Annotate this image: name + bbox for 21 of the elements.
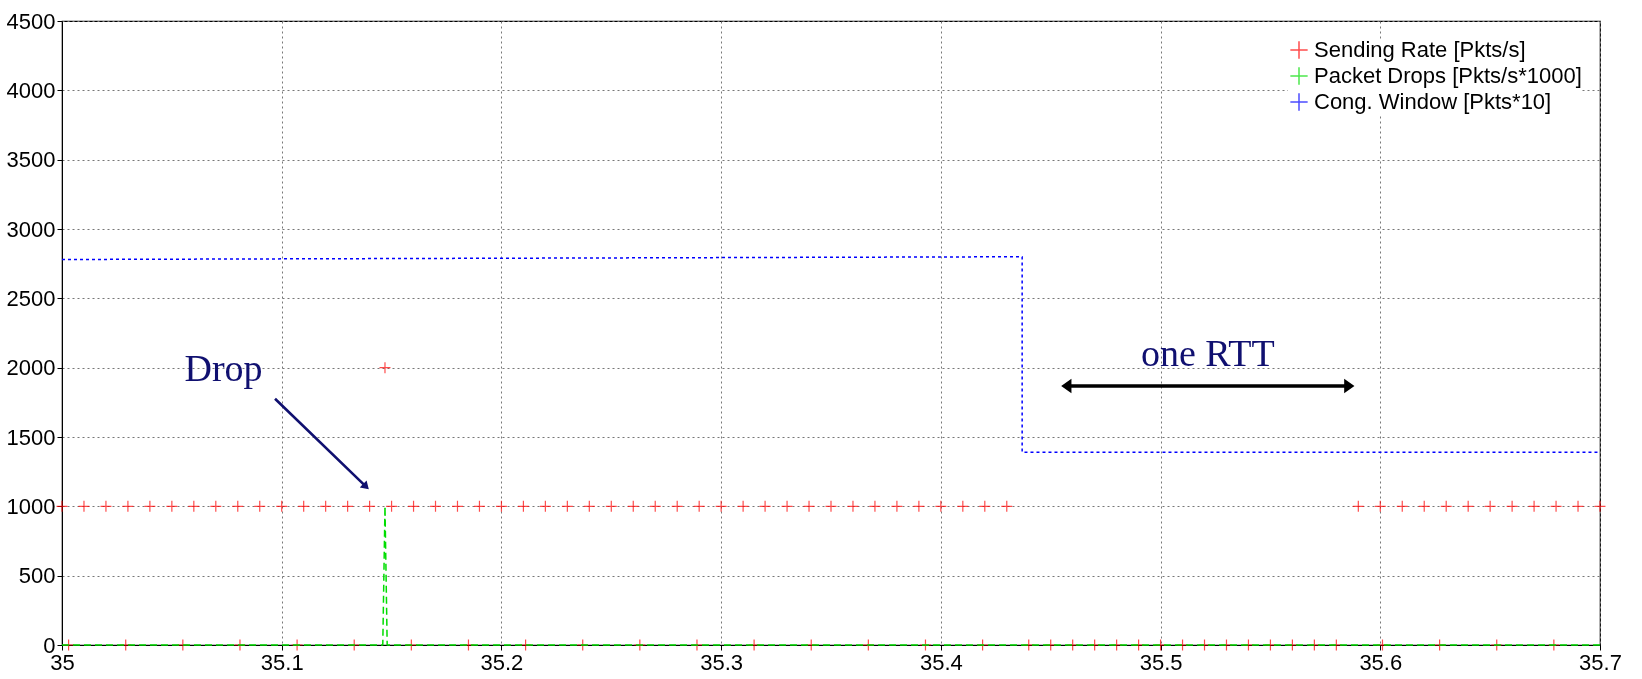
y-tick-label: 4500	[6, 8, 56, 34]
x-tick-label: 35.2	[480, 649, 524, 675]
x-tick-label: 35.3	[700, 649, 744, 675]
annotation: Drop	[184, 347, 263, 390]
y-tick-label: 3000	[6, 216, 56, 242]
legend-label: Packet Drops [Pkts/s*1000]	[1314, 63, 1582, 88]
y-tick-label: 3500	[6, 147, 56, 173]
y-tick-label: 1000	[6, 493, 56, 519]
x-tick-label: 35.1	[260, 649, 304, 675]
y-tick-label: 2500	[6, 285, 56, 311]
annotation: one RTT	[1140, 331, 1275, 374]
y-tick-label: 1500	[6, 424, 56, 450]
legend-label: Cong. Window [Pkts*10]	[1314, 89, 1552, 114]
legend-label: Sending Rate [Pkts/s]	[1314, 37, 1526, 62]
x-tick-label: 35.6	[1359, 649, 1403, 675]
y-tick-label: 500	[18, 563, 56, 589]
x-tick-label: 35.5	[1139, 649, 1183, 675]
y-tick-label: 2000	[6, 355, 56, 381]
y-tick-label: 4000	[6, 77, 56, 103]
x-tick-label: 35.4	[919, 649, 963, 675]
x-tick-label: 35.7	[1579, 649, 1622, 675]
